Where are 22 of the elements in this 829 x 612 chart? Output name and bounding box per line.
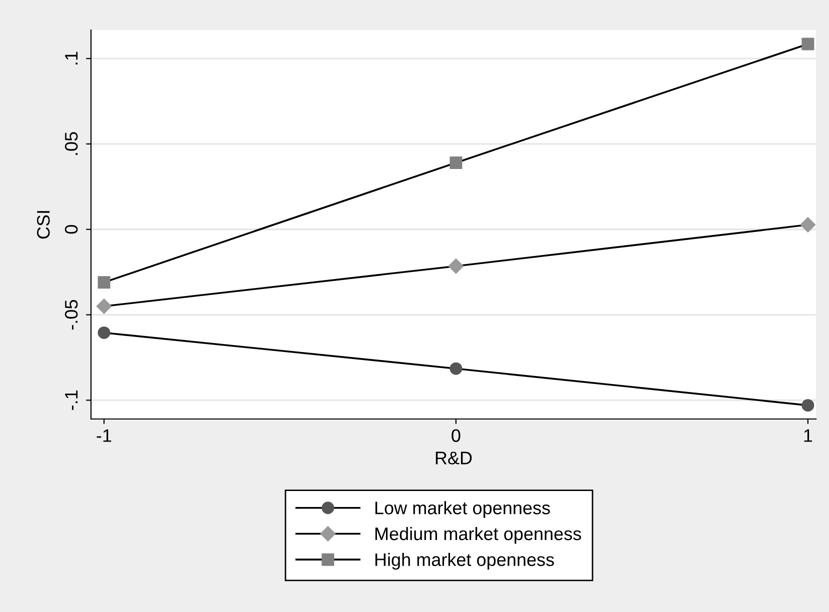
point xyxy=(450,156,462,169)
y-tick-label: .1 xyxy=(65,52,78,64)
x-tick-label: 1 xyxy=(804,429,812,442)
y-tick-label: -.1 xyxy=(65,390,78,410)
legend-label: Medium market openness xyxy=(375,526,582,544)
x-tick-label: -1 xyxy=(96,429,112,442)
point xyxy=(98,326,110,339)
point xyxy=(96,298,112,314)
point xyxy=(802,399,814,412)
y-tick-label: .05 xyxy=(64,132,78,155)
x-axis-title: R&D xyxy=(436,452,472,464)
legend-label: High market openness xyxy=(375,552,554,570)
point xyxy=(98,276,110,289)
legend-label: Low market openness xyxy=(375,501,550,518)
y-axis-title: CSI xyxy=(36,211,50,239)
point xyxy=(802,38,814,50)
point xyxy=(800,217,816,232)
point xyxy=(448,258,464,274)
point xyxy=(450,362,462,375)
x-tick-label: 0 xyxy=(452,429,460,442)
y-tick-label: -.05 xyxy=(64,300,78,330)
y-tick-label: 0 xyxy=(64,225,78,234)
